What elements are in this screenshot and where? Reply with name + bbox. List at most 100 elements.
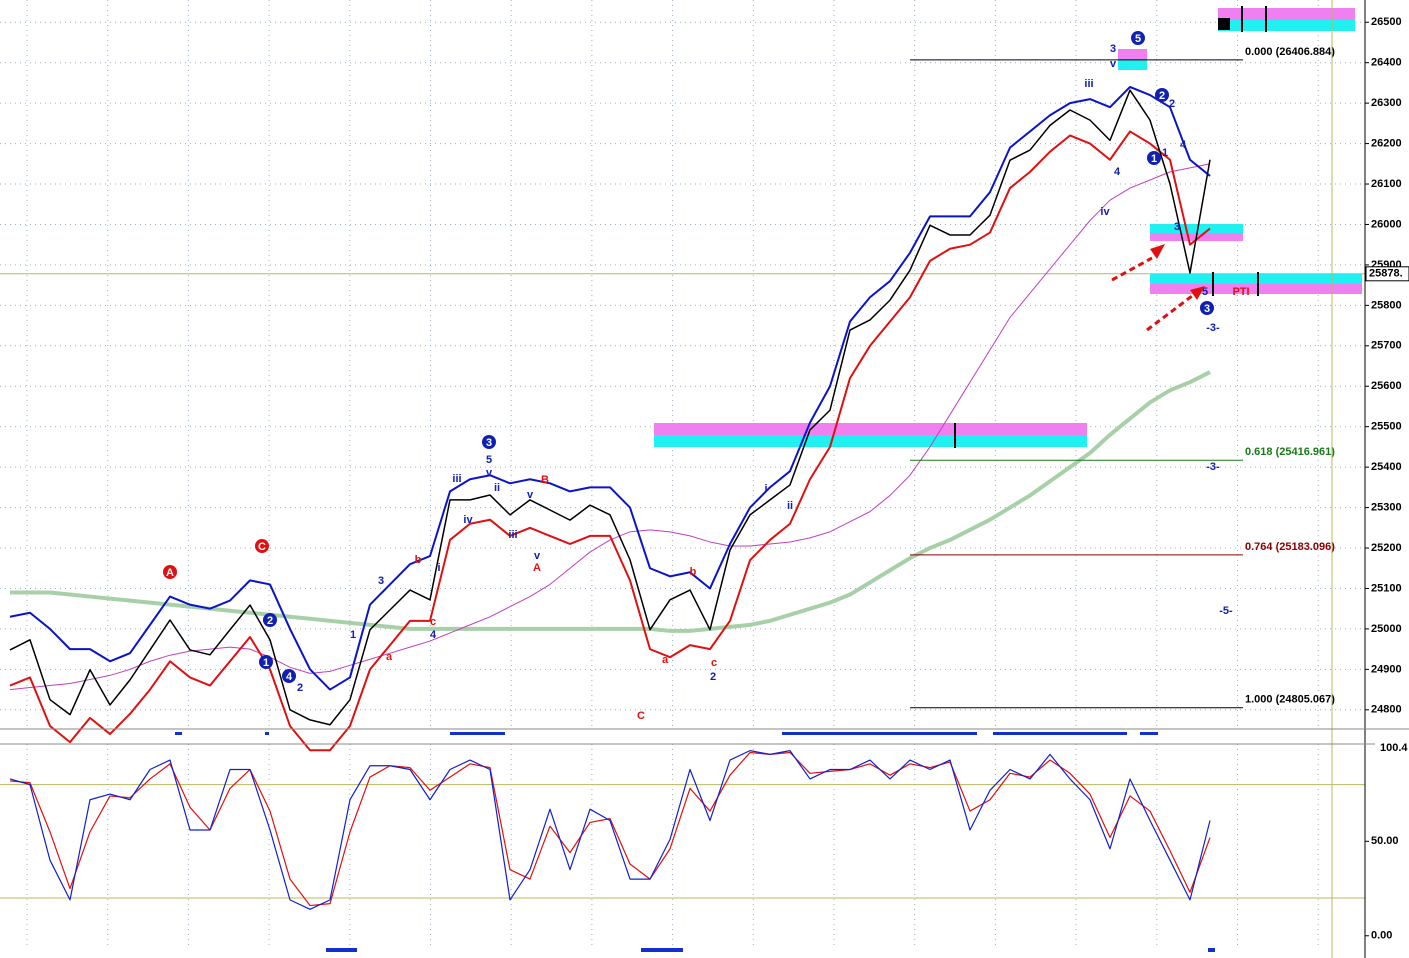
plot: 0.000 (26406.884) 0.618 (25416.961) 0.764 … — [9, 31, 1335, 910]
wave-label: iv — [1100, 206, 1110, 218]
value-box — [1375, 742, 1409, 754]
y-tick-label: 24800 — [1371, 704, 1402, 716]
y-tick-label: 26500 — [1371, 16, 1402, 28]
zone-cyan — [1118, 60, 1147, 70]
wave-label: 1 — [350, 629, 356, 641]
wave-label: i — [437, 562, 440, 574]
wave-label: 4 — [1114, 166, 1121, 178]
wave-circle — [482, 435, 496, 449]
arrow-head — [1190, 286, 1205, 300]
y-tick-label: 25600 — [1371, 380, 1402, 392]
wave-label: 5 — [1135, 33, 1141, 45]
wave-label: A — [166, 567, 174, 579]
marker — [326, 948, 357, 952]
y-tick-label: 26300 — [1371, 97, 1402, 109]
wave-label: iii — [1084, 78, 1093, 90]
wave-label: v — [527, 489, 534, 501]
axis: 24800 24900 25000 25100 25200 25300 25400 25500… — [1365, 16, 1409, 942]
wave-label: c — [430, 616, 436, 628]
zone-cyan — [1150, 274, 1362, 284]
wave-label: 2 — [1169, 98, 1175, 110]
grid — [0, 0, 1365, 949]
zone-pink — [1150, 284, 1362, 294]
wave-label: C — [258, 541, 266, 553]
wave-circle — [263, 613, 277, 627]
marker — [993, 732, 1127, 735]
wave-label: 3 — [1110, 43, 1116, 55]
series-line — [9, 130, 1211, 752]
wave-circle — [1200, 301, 1214, 315]
zone-marker — [1218, 18, 1230, 30]
marker — [1140, 732, 1158, 735]
series-line — [9, 163, 1211, 691]
y-tick-label: 26200 — [1371, 137, 1402, 149]
wave-label: B — [541, 474, 549, 486]
wave-label: 1 — [1151, 153, 1157, 165]
wave-label: 4 — [1180, 139, 1187, 151]
wave-label: 3 — [1204, 303, 1210, 315]
wave-label: 3 — [1174, 221, 1180, 233]
wave-label: 4 — [430, 629, 437, 641]
wave-label: A — [533, 562, 541, 574]
wave-label: 2 — [297, 682, 303, 694]
wave-label: a — [386, 651, 393, 663]
y-tick-label: 26000 — [1371, 218, 1402, 230]
y-tick-label: 50.00 — [1371, 835, 1399, 847]
y-tick-label: 0.00 — [1371, 930, 1392, 942]
zone-pink — [1218, 8, 1355, 20]
wave-label: b — [690, 566, 697, 578]
wave-label: 3 — [486, 437, 492, 449]
marker — [782, 732, 977, 735]
series-line — [9, 85, 1211, 691]
y-tick-label: 24900 — [1371, 663, 1402, 675]
price-label: 25878. — [1369, 268, 1403, 280]
y-tick-label: 26100 — [1371, 178, 1402, 190]
y-tick-label: 25000 — [1371, 623, 1402, 635]
series-line — [9, 750, 1211, 910]
wave-label: 1 — [263, 657, 269, 669]
wave-label: v — [1110, 58, 1117, 70]
zone-cyan — [1218, 20, 1355, 31]
marker — [450, 732, 505, 735]
wave-label: i — [764, 483, 767, 495]
y-tick-label: 25500 — [1371, 421, 1402, 433]
wave-label: ii — [494, 482, 500, 494]
series-line — [9, 89, 1211, 726]
wave-label: 5 — [1202, 286, 1208, 298]
y-tick-label: 25800 — [1371, 299, 1402, 311]
wave-circle — [255, 539, 269, 553]
zone-pink — [654, 423, 1087, 435]
wave-label: 4 — [286, 671, 293, 683]
price-box — [1365, 266, 1409, 282]
wave-circle — [163, 565, 177, 579]
y-tick-label: 25100 — [1371, 582, 1402, 594]
wave-label: iv — [463, 514, 473, 526]
marker — [641, 948, 683, 952]
y-tick-label: 25300 — [1371, 501, 1402, 513]
y-tick-label: 25400 — [1371, 461, 1402, 473]
wave-circle — [1131, 31, 1145, 45]
arrow — [1111, 256, 1153, 282]
marker — [175, 732, 182, 735]
axis-background — [1365, 0, 1409, 958]
wave-circle — [1155, 88, 1169, 102]
marker — [265, 732, 269, 735]
wave-label: 2 — [710, 671, 716, 683]
wave-label: C — [637, 710, 645, 722]
wave-label: c — [711, 657, 717, 669]
fib-label: 0.000 (26406.884) — [1245, 46, 1335, 58]
arrow-head — [1150, 244, 1165, 259]
wave-label: 5 — [486, 454, 492, 466]
wave-label: 2 — [267, 615, 273, 627]
wave-label: -5- — [1219, 605, 1233, 617]
value-label: 100.4 — [1380, 742, 1408, 754]
cycle-markers — [175, 732, 1215, 952]
zone-cyan — [654, 435, 1087, 447]
wave-label: iii — [508, 529, 517, 541]
marker — [1208, 948, 1215, 952]
wave-circle — [259, 655, 273, 669]
wave-label: v — [534, 550, 541, 562]
wave-label: v — [486, 467, 493, 479]
